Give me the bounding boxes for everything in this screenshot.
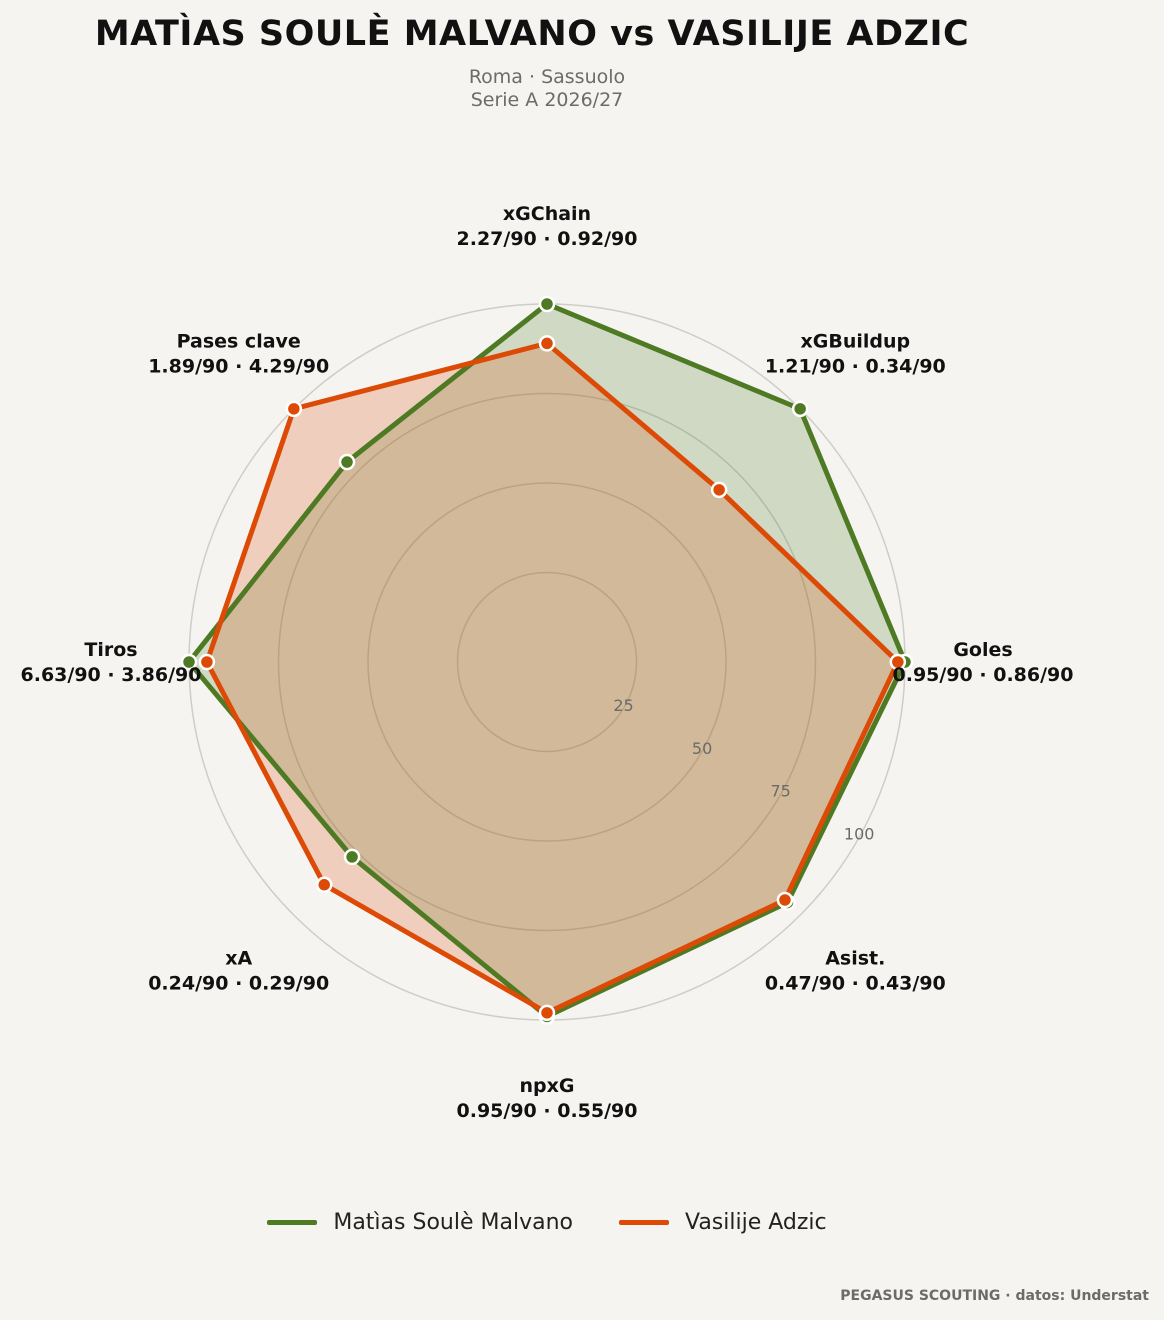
axis-label-7: Tiros 6.63/90 · 3.86/90	[21, 639, 202, 686]
series-1-point-8	[338, 453, 356, 471]
axis-label-1: xGChain 2.27/90 · 0.92/90	[457, 203, 638, 250]
grid-ring-3	[277, 392, 817, 932]
axis-values-4: 0.47/90 · 0.43/90	[765, 972, 946, 994]
axis-label-2: xGBuildup 1.21/90 · 0.34/90	[765, 331, 946, 378]
chart-subtitle: Roma · Sassuolo Serie A 2026/27	[0, 66, 1094, 112]
ring-tick-label-4: 100	[844, 825, 875, 844]
radar-points	[180, 295, 914, 1025]
grid-ring-1	[456, 571, 638, 753]
series-1-point-6	[343, 848, 361, 866]
axis-name-1: xGChain	[503, 203, 591, 225]
axis-name-5: npxG	[520, 1075, 575, 1097]
axis-label-5: npxG 0.95/90 · 0.55/90	[457, 1075, 638, 1122]
grid-ring-2	[367, 482, 727, 842]
ring-tick-label-1: 25	[613, 696, 633, 715]
legend-label-series-2: Vasilije Adzic	[684, 1210, 827, 1235]
axis-values-6: 0.24/90 · 0.29/90	[148, 972, 329, 994]
legend-swatch-series-1	[267, 1220, 318, 1225]
axis-name-4: Asist.	[825, 947, 885, 969]
axis-values-3: 0.95/90 · 0.86/90	[893, 664, 1074, 686]
chart-legend: Matìas Soulè Malvano Vasilije Adzic	[0, 1210, 1094, 1235]
subtitle-teams: Roma · Sassuolo	[468, 66, 626, 88]
series-2-point-1	[538, 335, 556, 352]
axis-name-7: Tiros	[84, 639, 137, 661]
ring-tick-label-3: 75	[770, 782, 790, 801]
axis-values-7: 6.63/90 · 3.86/90	[21, 664, 202, 686]
axis-label-3: Goles 0.95/90 · 0.86/90	[893, 639, 1074, 686]
axis-name-3: Goles	[953, 639, 1012, 661]
axis-values-8: 1.89/90 · 4.29/90	[148, 356, 329, 378]
legend-item-series-2: Vasilije Adzic	[618, 1210, 827, 1235]
legend-swatch-series-2	[618, 1220, 669, 1225]
axis-values-2: 1.21/90 · 0.34/90	[765, 356, 946, 378]
series-2-point-4	[776, 891, 794, 909]
axis-label-4: Asist. 0.47/90 · 0.43/90	[765, 947, 946, 994]
legend-label-series-1: Matìas Soulè Malvano	[333, 1210, 573, 1235]
series-1-point-1	[538, 295, 556, 313]
axis-values-1: 2.27/90 · 0.92/90	[457, 228, 638, 250]
series-2-point-3	[889, 653, 907, 671]
series-1-point-7	[180, 653, 198, 671]
series-2-point-5	[538, 1004, 556, 1022]
subtitle-season: Serie A 2026/27	[470, 89, 624, 111]
axis-name-6: xA	[225, 947, 252, 969]
axis-label-8: Pases clave 1.89/90 · 4.29/90	[148, 331, 329, 378]
footer-credit: PEGASUS SCOUTING · datos: Understat	[840, 1288, 1149, 1304]
axis-name-8: Pases clave	[177, 331, 301, 353]
legend-item-series-1: Matìas Soulè Malvano	[267, 1210, 573, 1235]
axis-label-6: xA 0.24/90 · 0.29/90	[148, 947, 329, 994]
axis-values-5: 0.95/90 · 0.55/90	[457, 1100, 638, 1122]
series-1-area	[189, 304, 905, 1017]
series-1-point-2	[791, 400, 809, 418]
radar-ring-labels: 25 50 75 100	[613, 696, 874, 844]
ring-tick-label-2: 50	[692, 739, 712, 758]
series-2-point-7	[198, 653, 216, 671]
series-2-point-8	[285, 400, 303, 418]
chart-title: MATÌAS SOULÈ MALVANO vs VASILIJE ADZIC	[94, 14, 970, 54]
series-2-point-2	[710, 481, 728, 499]
radar-axis-labels: xGChain 2.27/90 · 0.92/90 xGBuildup 1.21/90…	[21, 203, 1074, 1122]
radar-polygons	[185, 301, 908, 1020]
series-2-area	[206, 343, 898, 1013]
axis-name-2: xGBuildup	[800, 331, 910, 353]
series-2-point-6	[315, 876, 333, 894]
